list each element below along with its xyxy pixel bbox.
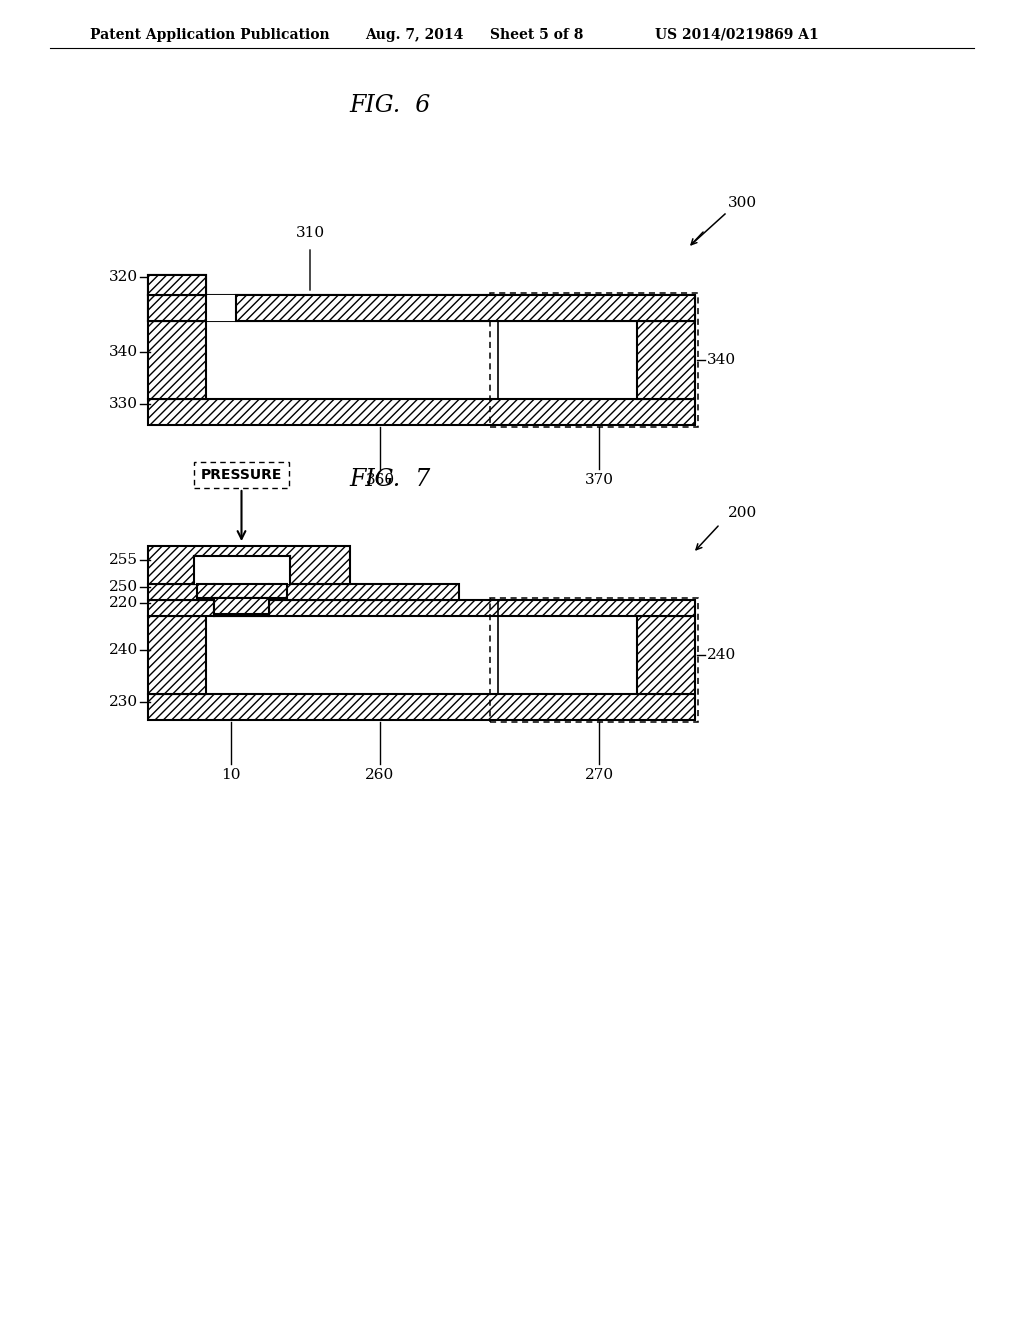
Bar [197, 583, 287, 598]
Bar [194, 462, 289, 488]
Text: Aug. 7, 2014: Aug. 7, 2014 [365, 28, 464, 42]
Bar [214, 601, 269, 616]
Bar [148, 583, 459, 601]
Text: 270: 270 [585, 768, 613, 781]
Bar [214, 568, 269, 601]
Text: 370: 370 [585, 473, 613, 487]
Bar [148, 275, 206, 294]
Text: 300: 300 [728, 195, 757, 210]
Text: Patent Application Publication: Patent Application Publication [90, 28, 330, 42]
Text: 220: 220 [109, 597, 138, 610]
Text: Sheet 5 of 8: Sheet 5 of 8 [490, 28, 584, 42]
Bar [148, 294, 206, 321]
Text: 200: 200 [728, 506, 758, 520]
Text: 240: 240 [109, 643, 138, 657]
Text: 320: 320 [109, 271, 138, 284]
Bar [148, 546, 349, 583]
Text: 360: 360 [366, 473, 394, 487]
Text: FIG.  7: FIG. 7 [349, 469, 431, 491]
Bar [148, 294, 695, 321]
Bar [490, 293, 698, 426]
Bar [148, 694, 695, 719]
Text: 340: 340 [109, 345, 138, 359]
Bar [236, 294, 695, 321]
Bar [148, 275, 206, 294]
Text: PRESSURE: PRESSURE [201, 469, 283, 482]
Text: 230: 230 [109, 696, 138, 709]
Text: 260: 260 [366, 768, 394, 781]
Text: 250: 250 [109, 579, 138, 594]
Bar [148, 294, 695, 321]
Text: 340: 340 [707, 352, 736, 367]
Text: US 2014/0219869 A1: US 2014/0219869 A1 [655, 28, 819, 42]
Bar [637, 321, 695, 399]
Bar [148, 601, 695, 616]
Text: FIG.  6: FIG. 6 [349, 94, 431, 116]
Bar [637, 616, 695, 694]
Bar [148, 321, 206, 399]
Bar [214, 598, 269, 614]
Text: 255: 255 [109, 553, 138, 568]
Text: 240: 240 [707, 648, 736, 663]
Bar [148, 616, 206, 694]
Text: 10: 10 [221, 768, 241, 781]
Text: 310: 310 [296, 226, 325, 240]
Bar [194, 556, 290, 583]
Text: 330: 330 [109, 397, 138, 411]
Bar [148, 399, 695, 425]
Bar [490, 598, 698, 722]
